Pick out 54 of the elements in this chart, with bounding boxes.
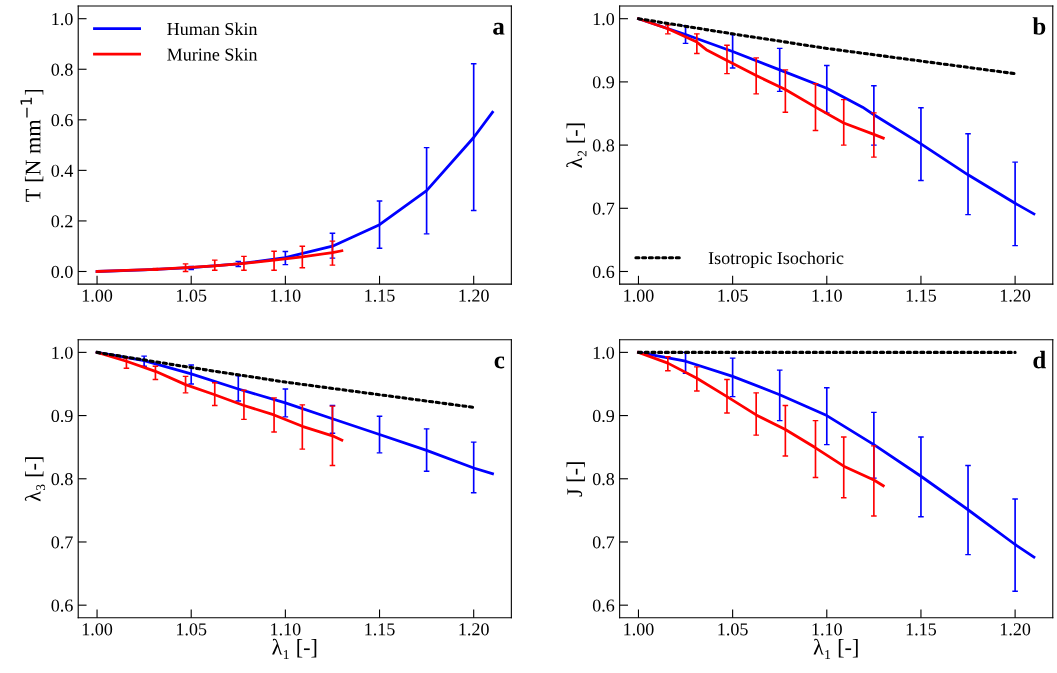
y-axis-title: λ₂ [-] [566,123,587,168]
y-tick-label: 0.6 [51,114,73,127]
x-tick-label: 1.20 [1000,289,1031,302]
x-tick-label: 1.10 [812,623,842,636]
x-tick-label: 1.15 [906,623,937,636]
y-tick-label: 0.6 [51,599,73,612]
legend-label: Murine Skin [167,47,258,61]
legend-label: Isotropic Isochoric [708,251,844,268]
annotation: a [493,22,505,35]
x-tick-label: 1.00 [624,623,654,636]
y-tick-label: 1.0 [593,346,615,359]
y-tick-label: 0.7 [592,536,615,549]
y-tick-label: 0.6 [592,599,615,612]
y-tick-label: 0.9 [592,76,615,89]
y-tick-label: 0.9 [51,409,73,423]
y-tick-label: 1.0 [52,346,73,359]
y-tick-label: 1.0 [52,12,73,26]
x-tick-label: 1.15 [365,289,395,302]
x-tick-label: 1.05 [177,623,207,636]
x-tick-label: 1.05 [718,623,748,636]
x-tick-label: 1.10 [271,289,301,302]
x-tick-label: 1.10 [812,289,842,302]
x-tick-label: 1.15 [906,289,937,302]
y-tick-label: 0.8 [592,473,615,486]
y-tick-label: 0.8 [51,63,73,76]
legend-label: Human Skin [167,22,258,36]
y-tick-label: 0.7 [592,202,615,215]
x-tick-label: 1.00 [82,623,113,636]
y-tick-label: 0.8 [592,139,615,152]
y-axis-title: T [N mm$^{−1}$] [20,89,44,202]
y-tick-label: 1.0 [593,12,615,26]
x-tick-label: 1.10 [271,623,301,636]
annotation: c [494,356,505,369]
y-tick-label: 0.9 [592,409,615,423]
x-tick-label: 1.00 [624,289,654,302]
x-tick-label: 1.20 [459,289,489,302]
annotation: b [1032,17,1046,35]
annotation: d [1033,350,1046,369]
x-tick-label: 1.05 [718,289,748,302]
x-axis-title: λ₁ [-] [813,638,858,659]
y-tick-label: 0.2 [51,215,73,228]
y-tick-label: 0.8 [51,473,73,486]
y-tick-label: 0.0 [51,265,73,279]
x-tick-label: 1.20 [459,623,489,636]
x-axis-title: λ₁ [-] [272,638,317,659]
x-tick-label: 1.00 [82,289,113,302]
y-tick-label: 0.7 [51,536,73,549]
x-tick-label: 1.05 [177,289,207,302]
x-tick-label: 1.20 [1000,623,1031,636]
y-axis-title: λ₃ [-] [24,457,46,502]
y-tick-label: 0.4 [51,164,74,177]
y-axis-title: J [-] [566,462,585,497]
x-tick-label: 1.15 [365,623,395,636]
y-tick-label: 0.6 [592,265,615,279]
